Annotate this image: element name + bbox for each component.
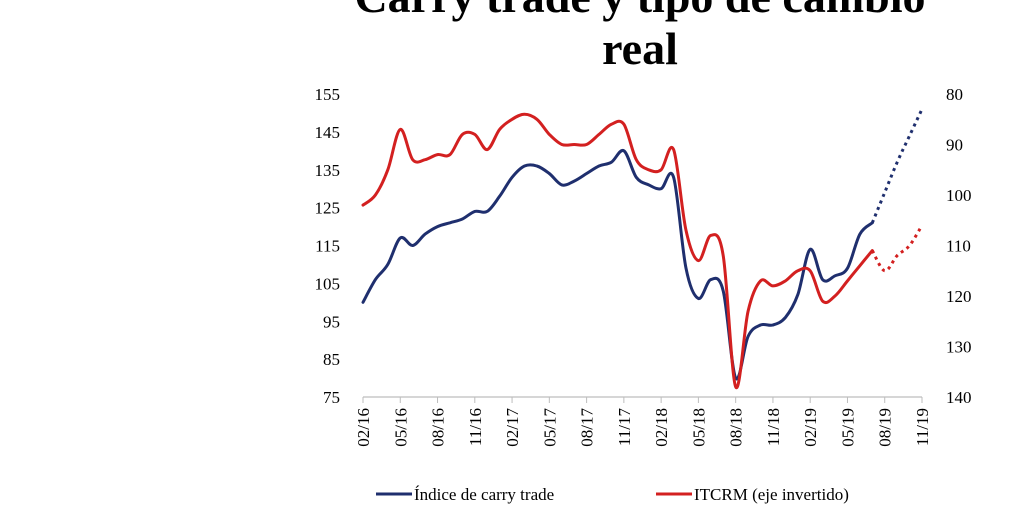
itcrm-series-line xyxy=(361,112,874,390)
left-tick-label: 145 xyxy=(315,123,341,142)
x-tick-label: 08/18 xyxy=(727,408,746,447)
left-tick-label: 125 xyxy=(315,199,341,218)
right-tick-label: 90 xyxy=(946,136,963,155)
left-tick-label: 95 xyxy=(323,312,340,331)
right-tick-label: 80 xyxy=(946,85,963,104)
left-tick-label: 85 xyxy=(323,350,340,369)
x-tick-label: 11/19 xyxy=(913,408,932,446)
left-tick-label: 75 xyxy=(323,388,340,407)
x-tick-label: 08/17 xyxy=(578,408,597,447)
right-tick-label: 120 xyxy=(946,287,972,306)
x-tick-label: 02/16 xyxy=(354,408,373,447)
x-tick-label: 05/17 xyxy=(540,408,559,447)
legend: Índice de carry trade ITCRM (eje invertid… xyxy=(376,485,849,504)
legend-itcrm-label: ITCRM (eje invertido) xyxy=(694,485,849,504)
right-tick-label: 110 xyxy=(946,237,971,256)
left-tick-label: 105 xyxy=(315,274,341,293)
x-tick-label: 08/16 xyxy=(429,408,448,447)
legend-carry-trade-label: Índice de carry trade xyxy=(414,485,554,504)
chart-title: Carry trade y tipo de cambio real xyxy=(0,0,1024,76)
itcrm-projection-line xyxy=(870,224,924,273)
x-tick-label: 11/17 xyxy=(615,408,634,447)
series-layer xyxy=(361,108,924,390)
x-tick-label: 02/19 xyxy=(801,408,820,447)
chart-title-line-1: Carry trade y tipo de cambio xyxy=(0,0,1024,22)
left-tick-label: 115 xyxy=(315,237,340,256)
x-tick-label: 02/18 xyxy=(652,408,671,447)
x-tick-label: 05/18 xyxy=(689,408,708,447)
carry-trade-series-line xyxy=(361,148,874,381)
x-axis: 02/16 05/16 08/16 11/16 02/17 05/17 08/17 11/17… xyxy=(354,396,932,447)
chart-title-line-2: real xyxy=(602,23,678,74)
right-tick-label: 140 xyxy=(946,388,972,407)
x-tick-label: 05/19 xyxy=(838,408,857,447)
x-tick-label: 08/19 xyxy=(876,408,895,447)
right-y-axis: 80 90 100 110 120 130 140 xyxy=(946,85,972,407)
left-tick-label: 135 xyxy=(315,161,341,180)
x-tick-label: 05/16 xyxy=(391,408,410,447)
x-tick-label: 02/17 xyxy=(503,408,522,447)
left-tick-label: 155 xyxy=(315,85,341,104)
x-tick-label: 11/16 xyxy=(466,408,485,446)
right-tick-label: 130 xyxy=(946,338,972,357)
x-tick-label: 11/18 xyxy=(764,408,783,446)
right-tick-label: 100 xyxy=(946,186,972,205)
left-y-axis: 75 85 95 105 115 125 135 145 155 xyxy=(315,85,341,407)
carry-trade-projection-line xyxy=(870,108,924,224)
